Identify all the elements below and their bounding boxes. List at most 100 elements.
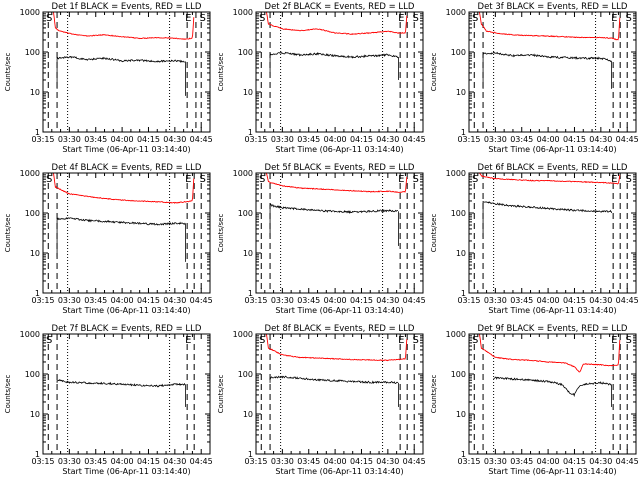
start-marker-label: S [625,174,631,185]
x-tick-label: 04:45 [190,296,213,305]
x-axis-label: Start Time (06-Apr-11 03:14:40) [62,145,190,154]
plot-frame [255,11,424,133]
start-marker-label: S [259,335,265,346]
y-tick-label: 1000 [20,8,40,17]
start-marker-label: S [412,13,418,24]
plot-frame [468,333,637,455]
events-series-line [482,201,612,213]
x-tick-label: 03:45 [510,135,533,144]
lld-series-line [479,334,621,373]
y-tick-label: 1 [461,450,466,459]
start-marker-label: S [199,13,205,24]
x-tick-label: 03:30 [484,296,507,305]
x-tick-label: 03:30 [271,457,294,466]
y-axis-label: Counts/sec [430,214,438,253]
x-tick-label: 04:15 [563,296,586,305]
start-marker-label: S [625,335,631,346]
lld-series-line [266,334,408,362]
x-tick-label: 03:45 [84,296,107,305]
detector-panel-6: Det 6f BLACK = Events, RED = LLD 1 10 100 10… [430,163,639,315]
y-tick-label: 10 [456,88,466,97]
lld-series-line [479,173,621,185]
y-tick-label: 1000 [446,330,466,339]
x-tick-label: 04:15 [350,457,373,466]
detector-panel-2: Det 2f BLACK = Events, RED = LLD 1 10 100 10… [217,2,426,154]
y-tick-label: 100 [238,370,253,379]
y-tick-label: 1000 [233,169,253,178]
y-tick-label: 10 [243,410,253,419]
x-tick-label: 03:15 [31,296,54,305]
x-tick-label: 04:00 [111,457,134,466]
detector-panel-9: Det 9f BLACK = Events, RED = LLD 1 10 100 10… [430,324,639,476]
y-tick-label: 1000 [233,330,253,339]
x-tick-label: 03:30 [484,457,507,466]
x-tick-label: 04:30 [589,296,612,305]
x-axis-label: Start Time (06-Apr-11 03:14:40) [488,467,616,476]
y-tick-label: 10 [243,249,253,258]
y-tick-label: 1000 [446,8,466,17]
x-tick-label: 03:30 [271,296,294,305]
detector-panel-7: Det 7f BLACK = Events, RED = LLD 1 10 100 10… [4,324,213,476]
x-tick-label: 04:45 [616,457,639,466]
x-tick-label: 03:45 [297,296,320,305]
plot-frame [255,333,424,455]
lld-series-line [53,12,195,40]
y-tick-label: 1000 [20,330,40,339]
y-tick-label: 1 [35,128,40,137]
x-tick-label: 04:30 [376,457,399,466]
y-tick-label: 10 [456,249,466,258]
x-tick-label: 04:30 [163,457,186,466]
panel-title: Det 7f BLACK = Events, RED = LLD [52,324,202,334]
start-marker-label: S [625,13,631,24]
panel-title: Det 4f BLACK = Events, RED = LLD [52,163,202,173]
y-tick-label: 1 [248,289,253,298]
detector-panel-8: Det 8f BLACK = Events, RED = LLD 1 10 100 10… [217,324,426,476]
x-tick-label: 04:15 [137,135,160,144]
end-marker-label: E [398,174,404,185]
x-tick-label: 04:00 [111,135,134,144]
y-tick-label: 1000 [233,8,253,17]
end-marker-label: E [398,13,404,24]
y-tick-label: 100 [238,209,253,218]
y-tick-label: 100 [25,209,40,218]
x-tick-label: 03:15 [457,457,480,466]
x-tick-label: 04:45 [616,296,639,305]
plot-frame [255,172,424,294]
x-tick-label: 04:00 [324,457,347,466]
start-marker-label: S [259,13,265,24]
start-marker-label: S [46,13,52,24]
x-axis-label: Start Time (06-Apr-11 03:14:40) [62,467,190,476]
x-tick-label: 04:30 [589,135,612,144]
x-tick-label: 04:30 [376,135,399,144]
plot-frame [468,11,637,133]
start-marker-label: S [472,174,478,185]
x-tick-label: 04:15 [563,135,586,144]
end-marker-label: E [611,13,617,24]
events-series-line [269,51,399,59]
lld-series-line [266,173,408,193]
x-tick-label: 03:15 [244,135,267,144]
y-tick-label: 1000 [20,169,40,178]
plot-frame [42,11,211,133]
y-tick-label: 1 [35,450,40,459]
end-marker-label: E [185,13,191,24]
x-tick-label: 03:15 [457,296,480,305]
panel-title: Det 3f BLACK = Events, RED = LLD [478,2,628,12]
x-tick-label: 03:15 [244,457,267,466]
y-tick-label: 10 [30,249,40,258]
x-tick-label: 03:15 [244,296,267,305]
x-tick-label: 04:15 [137,457,160,466]
y-tick-label: 100 [451,48,466,57]
x-tick-label: 04:00 [537,296,560,305]
x-tick-label: 03:45 [297,457,320,466]
start-marker-label: S [472,335,478,346]
start-marker-label: S [199,174,205,185]
x-tick-label: 04:30 [163,296,186,305]
plot-frame [42,172,211,294]
x-tick-label: 04:00 [537,135,560,144]
x-tick-label: 03:45 [297,135,320,144]
x-tick-label: 03:15 [457,135,480,144]
x-tick-label: 04:30 [376,296,399,305]
end-marker-label: E [611,335,617,346]
y-tick-label: 100 [25,370,40,379]
